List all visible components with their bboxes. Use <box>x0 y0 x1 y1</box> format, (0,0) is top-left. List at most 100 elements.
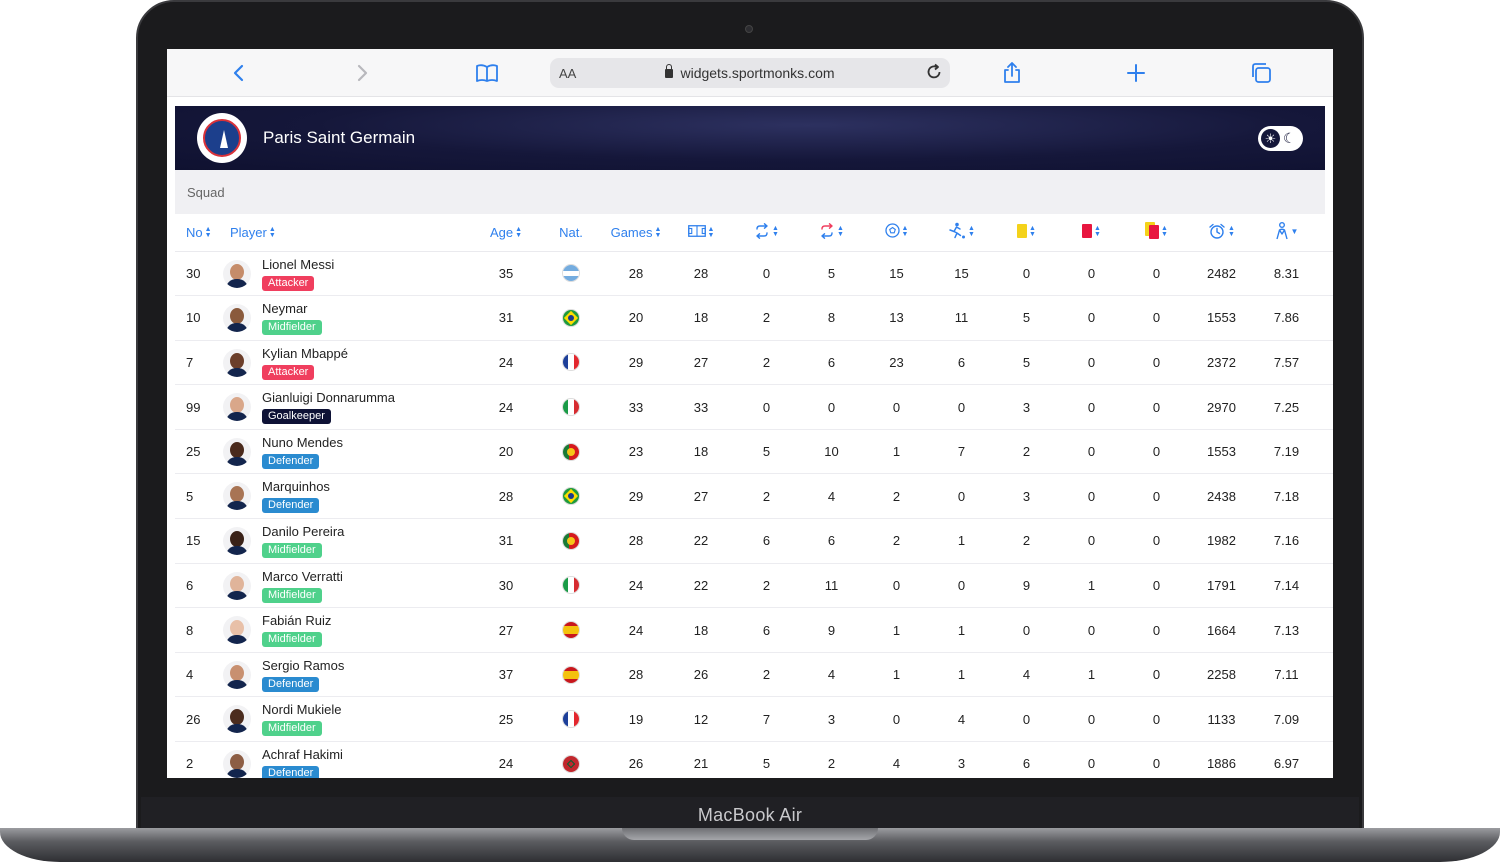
table-row[interactable]: 15 Danilo Pereira Midfielder 31 28 22 6 6 2 1 2… <box>175 518 1333 564</box>
sort-icon[interactable]: ▲ ▼ <box>268 226 276 240</box>
bookmarks-icon[interactable] <box>475 61 499 85</box>
table-row[interactable]: 25 Nuno Mendes Defender 20 23 18 5 10 1 7 2 0 0 15… <box>175 429 1333 475</box>
player-number: 7 <box>175 340 219 386</box>
player-name[interactable]: Kylian Mbappé <box>262 345 348 361</box>
table-row[interactable]: 26 Nordi Mukiele Midfielder 25 19 12 7 3 0 4 0 0… <box>175 696 1333 743</box>
sort-icon[interactable]: ▲ ▼ <box>772 225 779 239</box>
player-cell[interactable]: Sergio Ramos Defender <box>219 652 474 698</box>
player-name[interactable]: Marquinhos <box>262 479 330 495</box>
row-spacer <box>1319 295 1333 341</box>
sort-icon[interactable]: ▲ ▼ <box>1228 225 1235 239</box>
table-row[interactable]: 8 Fabián Ruiz Midfielder 27 24 18 6 9 1 1 0 0 0 16… <box>175 607 1333 653</box>
sort-icon[interactable]: ▲ ▼ <box>515 226 523 240</box>
stat-rating: 7.13 <box>1254 607 1319 653</box>
tabs-overview-icon[interactable] <box>1249 61 1273 85</box>
col-games[interactable]: Games ▲ ▼ <box>604 214 668 252</box>
moon-icon[interactable]: ☾ <box>1283 130 1296 146</box>
player-name[interactable]: Marco Verratti <box>262 568 343 584</box>
player-name[interactable]: Nuno Mendes <box>262 434 343 450</box>
stat-sub_in: 2 <box>734 340 799 386</box>
rating-icon <box>1275 221 1289 243</box>
stat-yellowred: 0 <box>1124 340 1189 386</box>
player-name[interactable]: Sergio Ramos <box>262 657 345 673</box>
player-name[interactable]: Fabián Ruiz <box>262 613 332 629</box>
player-name[interactable]: Nordi Mukiele <box>262 702 342 718</box>
sort-icon[interactable]: ▲ ▼ <box>707 225 715 239</box>
avatar <box>223 660 251 689</box>
table-row[interactable]: 7 Kylian Mbappé Attacker 24 29 27 2 6 23 6 5 0 0 2… <box>175 340 1333 386</box>
player-name[interactable]: Danilo Pereira <box>262 524 345 540</box>
stat-minutes: 2372 <box>1189 340 1254 386</box>
player-cell[interactable]: Danilo Pereira Midfielder <box>219 518 474 564</box>
player-cell[interactable]: Nordi Mukiele Midfielder <box>219 696 474 743</box>
stat-rating: 8.31 <box>1254 251 1319 297</box>
col-goals[interactable]: ▲ ▼ <box>864 214 929 252</box>
stat-age: 27 <box>474 607 538 653</box>
col-player[interactable]: Player ▲ ▼ <box>219 214 474 252</box>
col-minutes[interactable]: ▲ ▼ <box>1189 214 1254 252</box>
address-bar[interactable]: AA widgets.sportmonks.com <box>550 58 950 88</box>
reload-icon[interactable] <box>924 62 944 87</box>
sort-icon[interactable]: ▲ ▼ <box>1161 225 1168 239</box>
player-name[interactable]: Neymar <box>262 301 308 317</box>
sort-icon[interactable]: ▲ ▼ <box>204 226 212 240</box>
col-red-cards[interactable]: ▲ ▼ <box>1059 214 1124 252</box>
col-subbed-out[interactable]: ▲ ▼ <box>799 214 864 252</box>
stat-yellow: 0 <box>994 607 1059 653</box>
sort-desc-icon[interactable]: ▼ <box>1290 227 1299 237</box>
stat-yellowred: 0 <box>1124 473 1189 520</box>
stat-yellowred: 0 <box>1124 563 1189 609</box>
player-cell[interactable]: Marquinhos Defender <box>219 473 474 520</box>
player-cell[interactable]: Nuno Mendes Defender <box>219 429 474 475</box>
stat-red: 0 <box>1059 518 1124 564</box>
player-cell[interactable]: Achraf Hakimi Defender <box>219 741 474 778</box>
share-icon[interactable] <box>1000 61 1024 85</box>
sort-icon[interactable]: ▲ ▼ <box>837 225 844 239</box>
player-name[interactable]: Lionel Messi <box>262 256 335 272</box>
sun-icon[interactable]: ☀ <box>1261 129 1280 148</box>
table-row[interactable]: 99 Gianluigi Donnarumma Goalkeeper 24 33 3… <box>175 384 1333 430</box>
stat-minutes: 1791 <box>1189 563 1254 609</box>
table-row[interactable]: 5 Marquinhos Defender 28 29 27 2 4 2 0 3 0 0 2438 7… <box>175 473 1333 520</box>
sort-icon[interactable]: ▲ ▼ <box>1029 225 1036 239</box>
col-assists[interactable]: ▲ ▼ <box>929 214 994 252</box>
sort-icon[interactable]: ▲ ▼ <box>968 225 975 239</box>
col-yellow-red-cards[interactable]: ▲ ▼ <box>1124 214 1189 252</box>
col-lineups[interactable]: ▲ ▼ <box>668 214 734 252</box>
player-name[interactable]: Achraf Hakimi <box>262 747 343 763</box>
tab-squad[interactable]: Squad <box>187 185 225 200</box>
player-name[interactable]: Gianluigi Donnarumma <box>262 390 395 406</box>
stat-red: 0 <box>1059 607 1124 653</box>
player-cell[interactable]: Kylian Mbappé Attacker <box>219 340 474 386</box>
table-row[interactable]: 10 Neymar Midfielder 31 20 18 2 8 13 11 5 0 0 1553… <box>175 295 1333 341</box>
table-row[interactable]: 2 Achraf Hakimi Defender 24 26 21 5 2 4 3 6 0 0 18… <box>175 741 1333 778</box>
stat-rating: 7.16 <box>1254 518 1319 564</box>
col-rating[interactable]: ▼ <box>1254 214 1319 252</box>
player-cell[interactable]: Lionel Messi Attacker <box>219 251 474 297</box>
stat-rating: 7.86 <box>1254 295 1319 341</box>
col-subbed-in[interactable]: ▲ ▼ <box>734 214 799 252</box>
sort-icon[interactable]: ▲ ▼ <box>1094 225 1101 239</box>
table-row[interactable]: 6 Marco Verratti Midfielder 30 24 22 2 11 0 0 9… <box>175 563 1333 609</box>
col-no[interactable]: No ▲ ▼ <box>175 214 219 252</box>
stat-red: 0 <box>1059 295 1124 341</box>
col-age[interactable]: Age ▲ ▼ <box>474 214 538 252</box>
table-row[interactable]: 30 Lionel Messi Attacker 35 28 28 0 5 15 15 0 0 0… <box>175 251 1333 297</box>
sort-icon[interactable]: ▲ ▼ <box>654 226 662 240</box>
col-yellow-cards[interactable]: ▲ ▼ <box>994 214 1059 252</box>
player-cell[interactable]: Marco Verratti Midfielder <box>219 563 474 609</box>
new-tab-icon[interactable] <box>1124 61 1148 85</box>
player-cell[interactable]: Gianluigi Donnarumma Goalkeeper <box>219 384 474 430</box>
nationality-flag-cell <box>538 563 604 609</box>
stat-goals: 4 <box>864 741 929 778</box>
back-icon[interactable] <box>227 61 251 85</box>
forward-icon[interactable] <box>350 61 374 85</box>
player-cell[interactable]: Neymar Midfielder <box>219 295 474 341</box>
table-row[interactable]: 4 Sergio Ramos Defender 37 28 26 2 4 1 1 4 1 0 225… <box>175 652 1333 698</box>
stat-sub_out: 6 <box>799 340 864 386</box>
reader-aa-button[interactable]: AA <box>559 66 577 81</box>
stat-sub_out: 5 <box>799 251 864 297</box>
theme-toggle[interactable]: ☀ ☾ <box>1258 126 1303 151</box>
sort-icon[interactable]: ▲ ▼ <box>901 225 909 239</box>
player-cell[interactable]: Fabián Ruiz Midfielder <box>219 607 474 653</box>
